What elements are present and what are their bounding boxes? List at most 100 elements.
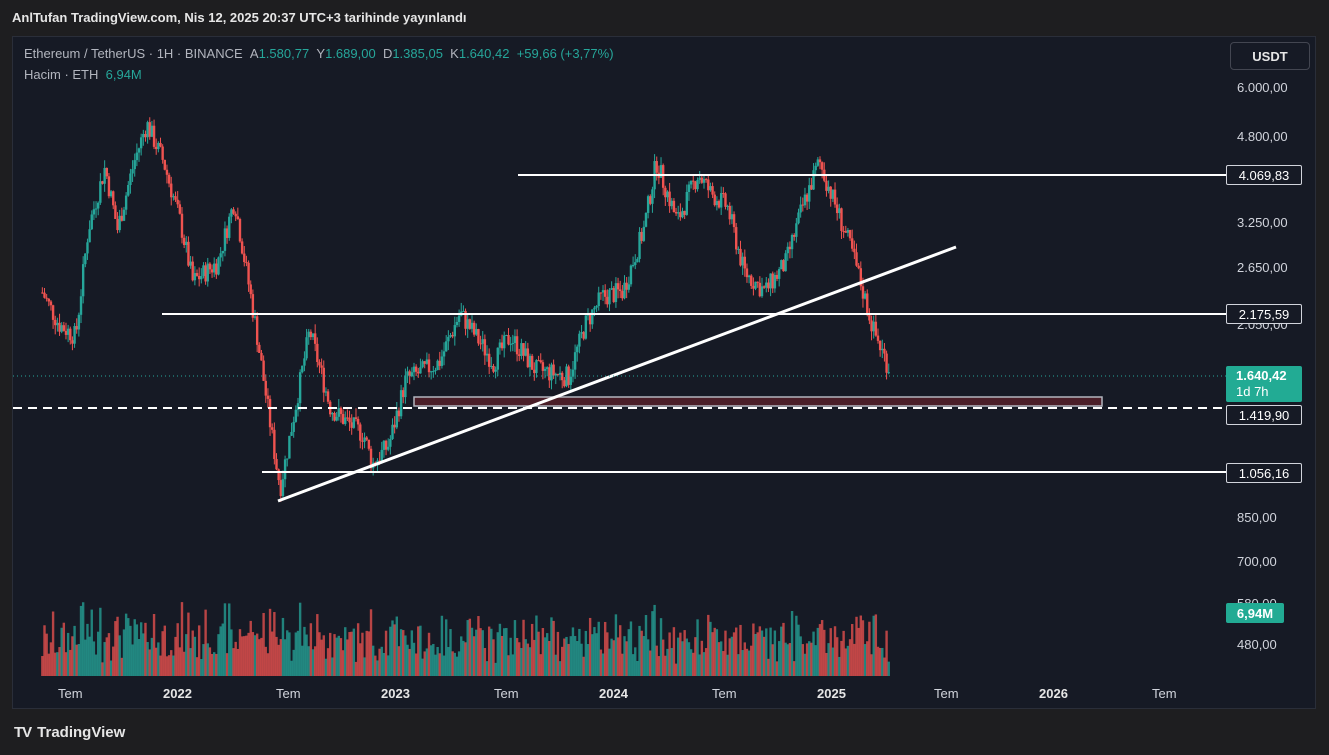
volume-bar xyxy=(707,614,710,676)
candle-body xyxy=(120,215,124,221)
volume-bar xyxy=(477,616,480,676)
volume-bar xyxy=(522,619,525,676)
candle-body xyxy=(571,369,575,377)
close-label: K xyxy=(450,46,459,61)
volume-bar xyxy=(445,619,448,676)
volume-bar xyxy=(275,636,278,676)
volume-bar xyxy=(421,658,424,676)
volume-bar xyxy=(380,646,383,676)
volume-bar xyxy=(556,631,560,676)
volume-bar xyxy=(803,653,807,676)
volume-bar xyxy=(668,632,671,676)
low-value: 1.385,05 xyxy=(392,46,443,61)
candle-body xyxy=(741,256,744,266)
candle-body xyxy=(698,177,701,180)
volume-bar xyxy=(812,631,815,676)
tradingview-logo-icon: TV xyxy=(14,724,32,741)
volume-bar xyxy=(97,631,100,676)
volume-bar xyxy=(99,607,102,676)
volume-bar xyxy=(112,646,115,676)
candle-body xyxy=(58,322,61,332)
volume-bar xyxy=(646,639,650,676)
volume-bar xyxy=(279,639,282,676)
volume-bar xyxy=(767,658,770,676)
candle-body xyxy=(155,146,158,150)
candle-body xyxy=(629,265,633,285)
volume-bar xyxy=(359,643,362,676)
volume-bar xyxy=(109,660,113,676)
volume-bar xyxy=(580,643,583,676)
volume-bar xyxy=(144,622,147,676)
candle-body xyxy=(646,196,650,213)
time-tick-label: Tem xyxy=(494,686,519,701)
candle-body xyxy=(313,333,317,344)
volume-bar xyxy=(73,625,76,676)
volume-bar xyxy=(816,627,820,676)
candle-body xyxy=(316,343,319,363)
volume-bar xyxy=(666,648,669,676)
candle-body xyxy=(511,343,515,345)
level-label-resistance-mid: 2.175,59 xyxy=(1226,304,1302,324)
volume-bar xyxy=(152,613,156,676)
candle-body xyxy=(208,263,212,270)
volume-bar xyxy=(387,655,390,676)
candle-body xyxy=(606,296,609,305)
volume-bar xyxy=(365,630,368,676)
candle-body xyxy=(144,133,147,138)
candle-body xyxy=(45,297,48,299)
volume-bar xyxy=(810,642,813,676)
volume-bar xyxy=(238,629,242,676)
volume-bar xyxy=(760,630,764,676)
volume-bar xyxy=(397,646,401,676)
volume-bar xyxy=(530,623,534,676)
volume-bar xyxy=(797,624,800,676)
candle-body xyxy=(197,275,201,280)
candle-body xyxy=(868,314,871,321)
volume-bar xyxy=(180,602,184,676)
volume-bar xyxy=(348,632,351,676)
candle-body xyxy=(866,293,869,315)
volume-bar xyxy=(503,628,506,676)
volume-bar xyxy=(210,653,214,676)
volume-bar xyxy=(700,640,704,676)
candle-body xyxy=(704,179,708,181)
volume-bar xyxy=(412,642,416,676)
volume-bar xyxy=(732,632,736,676)
volume-bar xyxy=(790,611,794,676)
volume-bar xyxy=(603,621,607,676)
volume-bar xyxy=(855,616,858,676)
level-label-resistance-top: 4.069,83 xyxy=(1226,165,1302,185)
chart-panel[interactable] xyxy=(12,36,1316,709)
time-tick-label: 2024 xyxy=(599,686,628,701)
tradingview-brand[interactable]: TV TradingView xyxy=(14,724,125,741)
candle-body xyxy=(831,189,835,199)
volume-bar xyxy=(616,637,620,676)
volume-bar xyxy=(808,641,811,676)
volume-bar xyxy=(311,649,315,676)
volume-bar xyxy=(689,649,693,676)
currency-button[interactable]: USDT xyxy=(1230,42,1310,70)
candle-body xyxy=(558,372,562,375)
volume-bar xyxy=(569,636,573,676)
volume-bar xyxy=(191,630,194,676)
candle-body xyxy=(146,122,149,138)
candle-body xyxy=(234,213,237,217)
candle-body xyxy=(447,336,450,342)
volume-bar xyxy=(438,653,441,676)
support-zone xyxy=(413,396,1103,407)
volume-bar xyxy=(614,614,618,676)
candle-body xyxy=(410,372,414,377)
candle-body xyxy=(66,328,70,335)
volume-bar xyxy=(200,659,203,676)
volume-bar xyxy=(515,638,519,676)
open-label: A xyxy=(249,46,259,61)
volume-bar xyxy=(371,645,375,676)
volume-bar xyxy=(161,631,164,676)
candle-body xyxy=(487,353,491,367)
open-value: 1.580,77 xyxy=(258,46,310,61)
candle-body xyxy=(666,191,669,198)
volume-bar xyxy=(846,645,850,676)
candle-body xyxy=(283,459,287,480)
candle-body xyxy=(324,391,328,393)
